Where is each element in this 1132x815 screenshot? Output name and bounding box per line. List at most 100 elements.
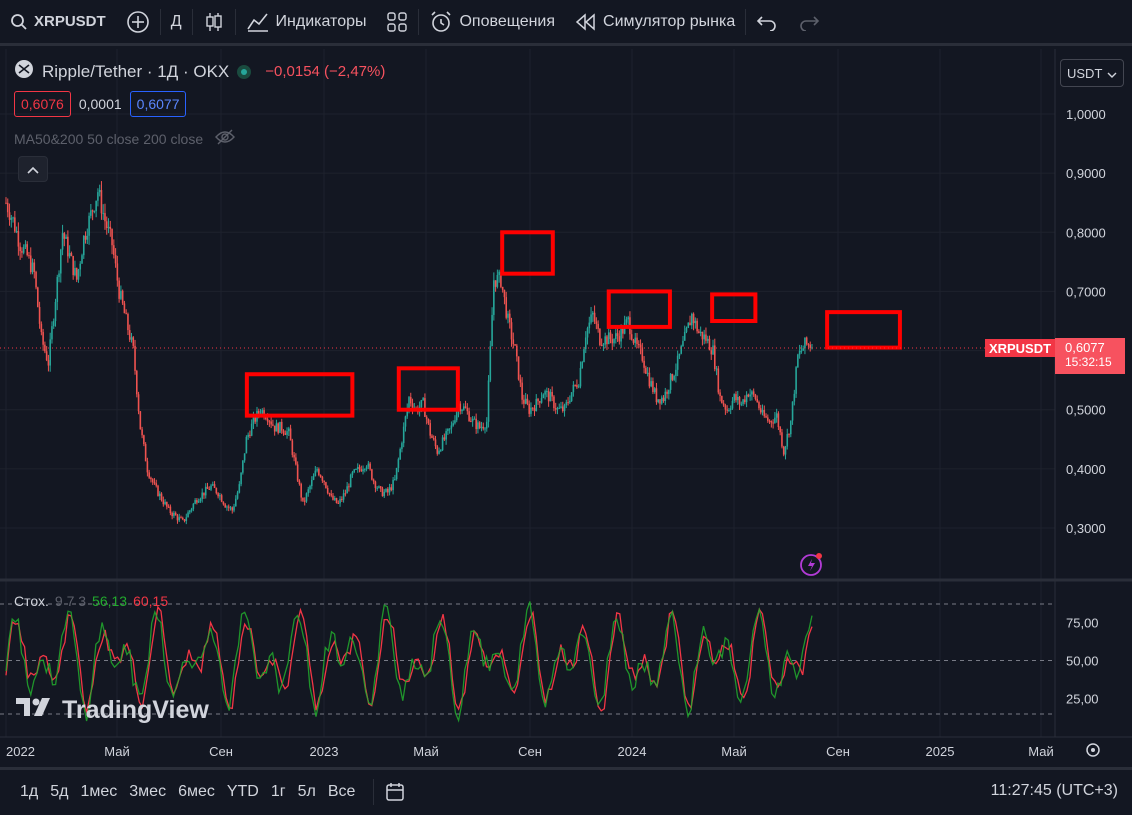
candle-body <box>8 212 11 220</box>
candle-body <box>708 338 711 351</box>
range-button[interactable]: Все <box>327 783 356 800</box>
replay-button[interactable]: Симулятор рынка <box>565 0 745 45</box>
candle-body <box>759 408 762 413</box>
candle-body <box>346 486 348 494</box>
candle-body <box>275 423 278 432</box>
candle-body <box>615 333 617 339</box>
candle-body <box>164 502 166 505</box>
candle-body <box>473 418 476 420</box>
candle-body <box>510 322 513 340</box>
stoch-tick-label: 75,00 <box>1066 615 1099 630</box>
range-button[interactable]: 5л <box>297 783 316 800</box>
stoch-tick-label: 50,00 <box>1066 654 1099 669</box>
candle-body <box>461 409 463 412</box>
ma-legend[interactable]: MA50&200 50 close 200 close <box>14 129 236 148</box>
alerts-label: Оповещения <box>459 12 556 30</box>
candle-body <box>166 502 168 507</box>
candle-body <box>104 213 106 222</box>
candles-series <box>5 181 813 525</box>
candle-body <box>88 215 90 236</box>
candle-body <box>238 484 241 493</box>
spread-value: 0,0001 <box>78 96 122 112</box>
candle-body <box>452 423 454 426</box>
bottom-toolbar: 1д 5д 1мес 3мес 6мес YTD 1г 5л Все 11:27:45 (UTC… <box>0 767 1132 814</box>
collapse-legend-button[interactable] <box>18 156 48 182</box>
indicators-button[interactable]: Индикаторы <box>236 0 377 45</box>
range-button[interactable]: 1мес <box>80 783 118 800</box>
candle-body <box>42 332 44 345</box>
candle-body <box>722 403 725 406</box>
alerts-button[interactable]: Оповещения <box>419 0 565 45</box>
range-button[interactable]: 1г <box>270 783 286 800</box>
highlight-box <box>710 292 758 323</box>
highlight-box <box>606 289 672 329</box>
candle-body <box>321 477 324 481</box>
candle-body <box>249 434 251 436</box>
bid-price[interactable]: 0,6076 <box>14 91 71 117</box>
candle-body <box>105 221 108 228</box>
candle-body <box>234 498 237 507</box>
candle-body <box>733 394 736 401</box>
price-tick-label: 0,5000 <box>1066 403 1106 418</box>
highlight-box <box>396 366 460 412</box>
candle-body <box>736 396 739 401</box>
candle-body <box>77 269 80 280</box>
candle-body <box>696 320 698 332</box>
stoch-legend[interactable]: Стох. 9 7 3 56,13 60,15 <box>14 593 168 609</box>
candle-body <box>694 320 697 324</box>
ask-price[interactable]: 0,6077 <box>129 91 187 117</box>
candle-body <box>763 409 766 417</box>
candle-body <box>454 420 456 424</box>
candle-body <box>409 397 412 404</box>
rewind-icon <box>575 12 597 31</box>
highlight-boxes <box>244 230 902 418</box>
candle-body <box>91 210 94 212</box>
candle-body <box>648 372 651 387</box>
candle-body <box>21 251 23 253</box>
currency-select[interactable]: USDT <box>1060 59 1124 87</box>
ma-label: MA50&200 50 close 200 close <box>14 130 204 147</box>
compare-button[interactable] <box>116 0 160 45</box>
candle-body <box>12 217 14 219</box>
candle-body <box>169 506 172 514</box>
layouts-button[interactable] <box>376 0 418 45</box>
range-button[interactable]: YTD <box>226 783 259 800</box>
candle-body <box>779 427 781 433</box>
candle-body <box>52 321 55 327</box>
candle-body <box>496 274 499 287</box>
range-button[interactable]: 5д <box>50 783 69 800</box>
candle-body <box>471 418 474 422</box>
candle-body <box>660 397 663 404</box>
interval-button[interactable]: Д <box>161 0 192 45</box>
range-button[interactable]: 6мес <box>178 783 215 800</box>
logo-text: TradingView <box>62 696 209 724</box>
candle-body <box>767 417 769 421</box>
candle-body <box>574 384 576 386</box>
time-tick-label: Май <box>104 744 129 759</box>
time-tick-label: 2022 <box>6 744 35 759</box>
eye-off-icon[interactable] <box>215 129 236 148</box>
stoch-lines <box>5 601 813 723</box>
candle-body <box>517 356 520 380</box>
candle-body <box>146 461 149 473</box>
symbol-legend[interactable]: Ripple/Tether · 1Д · OKX −0,0154 (−2,47%… <box>14 59 385 84</box>
candle-body <box>549 391 552 402</box>
redo-button[interactable] <box>788 0 830 45</box>
flash-news-icon[interactable] <box>799 551 825 580</box>
chart-type-button[interactable] <box>193 0 235 45</box>
date-range-button[interactable] <box>374 769 416 815</box>
stoch-params: 9 7 3 <box>54 593 87 609</box>
candle-body <box>358 467 361 470</box>
undo-button[interactable] <box>746 0 788 45</box>
range-button[interactable]: 3мес <box>129 783 167 800</box>
clock-timezone[interactable]: 11:27:45 (UTC+3) <box>990 782 1118 799</box>
candle-body <box>728 410 730 412</box>
symbol-search[interactable]: XRPUSDT <box>0 0 116 45</box>
candle-body <box>19 246 21 252</box>
candle-body <box>567 402 569 404</box>
candle-body <box>388 487 391 493</box>
candle-body <box>459 403 462 412</box>
range-button[interactable]: 1д <box>20 783 39 800</box>
candle-body <box>288 428 290 432</box>
